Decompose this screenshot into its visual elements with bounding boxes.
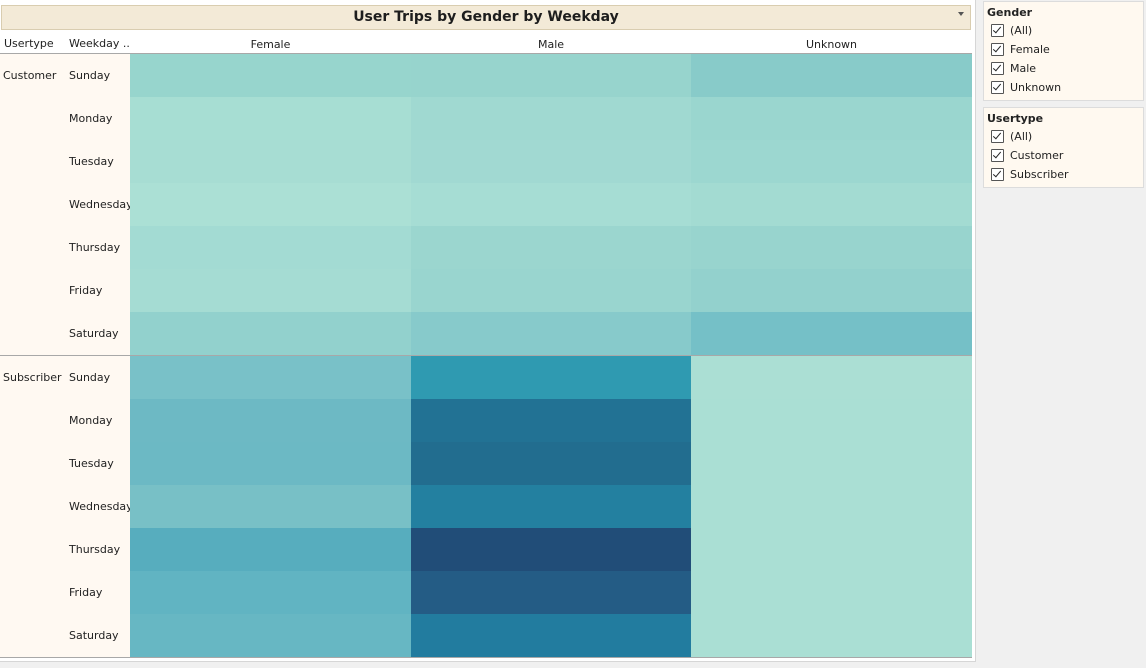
heatmap-cell-customer-sunday-unknown[interactable] — [691, 54, 972, 97]
heatmap-cell-subscriber-monday-female[interactable] — [130, 399, 411, 442]
heatmap-cell-subscriber-wednesday-male[interactable] — [411, 485, 691, 528]
weekday-label-wednesday[interactable]: Wednesday — [69, 198, 133, 211]
heatmap-cell-customer-tuesday-unknown[interactable] — [691, 140, 972, 183]
heatmap-cell-customer-tuesday-male[interactable] — [411, 140, 691, 183]
heatmap-cell-customer-tuesday-female[interactable] — [130, 140, 411, 183]
heatmap-cell-subscriber-saturday-unknown[interactable] — [691, 614, 972, 657]
group-divider — [0, 355, 972, 356]
checkbox-checked-icon[interactable] — [991, 149, 1004, 162]
heatmap-cell-customer-friday-male[interactable] — [411, 269, 691, 312]
heatmap-cell-customer-thursday-unknown[interactable] — [691, 226, 972, 269]
weekday-label-monday[interactable]: Monday — [69, 112, 113, 125]
heatmap-cell-subscriber-friday-female[interactable] — [130, 571, 411, 614]
header-row: Usertype Weekday .. Female Male Unknown — [0, 31, 972, 54]
checkbox-checked-icon[interactable] — [991, 62, 1004, 75]
weekday-label-friday[interactable]: Friday — [69, 586, 103, 599]
weekday-label-monday[interactable]: Monday — [69, 414, 113, 427]
checkbox-checked-icon[interactable] — [991, 168, 1004, 181]
heatmap-cell-subscriber-tuesday-male[interactable] — [411, 442, 691, 485]
usertype-header[interactable]: Usertype — [4, 37, 54, 50]
heatmap-cell-subscriber-sunday-female[interactable] — [130, 356, 411, 399]
heatmap-cell-customer-saturday-unknown[interactable] — [691, 312, 972, 355]
heatmap-cell-customer-monday-unknown[interactable] — [691, 97, 972, 140]
checkbox-checked-icon[interactable] — [991, 43, 1004, 56]
checkbox-checked-icon[interactable] — [991, 24, 1004, 37]
usertype-label-subscriber[interactable]: Subscriber — [3, 371, 62, 384]
heatmap-cell-customer-saturday-male[interactable] — [411, 312, 691, 355]
heatmap-cell-customer-sunday-female[interactable] — [130, 54, 411, 97]
title-bar: User Trips by Gender by Weekday — [1, 5, 971, 30]
heatmap-cell-subscriber-sunday-unknown[interactable] — [691, 356, 972, 399]
checkbox-checked-icon[interactable] — [991, 130, 1004, 143]
checkbox-checked-icon[interactable] — [991, 81, 1004, 94]
worksheet: User Trips by Gender by Weekday Usertype… — [0, 0, 976, 662]
column-header-unknown[interactable]: Unknown — [805, 38, 858, 51]
heatmap-cell-customer-wednesday-female[interactable] — [130, 183, 411, 226]
heatmap-cell-customer-monday-male[interactable] — [411, 97, 691, 140]
weekday-label-thursday[interactable]: Thursday — [69, 241, 121, 254]
usertype-filter-title: Usertype — [987, 112, 1044, 125]
column-header-male[interactable]: Male — [537, 38, 565, 51]
heatmap — [130, 54, 972, 657]
heatmap-cell-subscriber-thursday-female[interactable] — [130, 528, 411, 571]
heatmap-cell-subscriber-monday-unknown[interactable] — [691, 399, 972, 442]
heatmap-cell-customer-wednesday-male[interactable] — [411, 183, 691, 226]
weekday-label-saturday[interactable]: Saturday — [69, 327, 119, 340]
chart-title: User Trips by Gender by Weekday — [353, 9, 619, 25]
weekday-label-sunday[interactable]: Sunday — [69, 371, 111, 384]
usertype-label-customer[interactable]: Customer — [3, 69, 57, 82]
heatmap-cell-customer-wednesday-unknown[interactable] — [691, 183, 972, 226]
weekday-label-thursday[interactable]: Thursday — [69, 543, 121, 556]
weekday-header[interactable]: Weekday .. — [69, 37, 130, 50]
heatmap-cell-subscriber-wednesday-unknown[interactable] — [691, 485, 972, 528]
heatmap-cell-customer-friday-unknown[interactable] — [691, 269, 972, 312]
heatmap-cell-subscriber-monday-male[interactable] — [411, 399, 691, 442]
heatmap-cell-customer-friday-female[interactable] — [130, 269, 411, 312]
heatmap-cell-subscriber-saturday-male[interactable] — [411, 614, 691, 657]
heatmap-cell-customer-sunday-male[interactable] — [411, 54, 691, 97]
weekday-label-sunday[interactable]: Sunday — [69, 69, 111, 82]
heatmap-cell-subscriber-tuesday-female[interactable] — [130, 442, 411, 485]
weekday-label-wednesday[interactable]: Wednesday — [69, 500, 133, 513]
heatmap-cell-subscriber-thursday-male[interactable] — [411, 528, 691, 571]
heatmap-cell-subscriber-wednesday-female[interactable] — [130, 485, 411, 528]
heatmap-cell-customer-monday-female[interactable] — [130, 97, 411, 140]
weekday-label-saturday[interactable]: Saturday — [69, 629, 119, 642]
heatmap-cell-subscriber-friday-male[interactable] — [411, 571, 691, 614]
heatmap-cell-subscriber-thursday-unknown[interactable] — [691, 528, 972, 571]
gender-filter-title: Gender — [987, 6, 1033, 19]
heatmap-cell-subscriber-tuesday-unknown[interactable] — [691, 442, 972, 485]
heatmap-cell-subscriber-saturday-female[interactable] — [130, 614, 411, 657]
gender-filter: Gender (All) Female Male Unknown — [983, 1, 1144, 101]
heatmap-cell-subscriber-friday-unknown[interactable] — [691, 571, 972, 614]
title-dropdown-icon[interactable] — [958, 12, 964, 16]
heatmap-cell-customer-thursday-male[interactable] — [411, 226, 691, 269]
bottom-border — [0, 657, 972, 658]
weekday-label-tuesday[interactable]: Tuesday — [69, 457, 114, 470]
column-header-female[interactable]: Female — [250, 38, 291, 51]
heatmap-cell-customer-saturday-female[interactable] — [130, 312, 411, 355]
usertype-filter: Usertype (All) Customer Subscriber — [983, 107, 1144, 188]
heatmap-cell-subscriber-sunday-male[interactable] — [411, 356, 691, 399]
heatmap-cell-customer-thursday-female[interactable] — [130, 226, 411, 269]
weekday-label-tuesday[interactable]: Tuesday — [69, 155, 114, 168]
weekday-label-friday[interactable]: Friday — [69, 284, 103, 297]
